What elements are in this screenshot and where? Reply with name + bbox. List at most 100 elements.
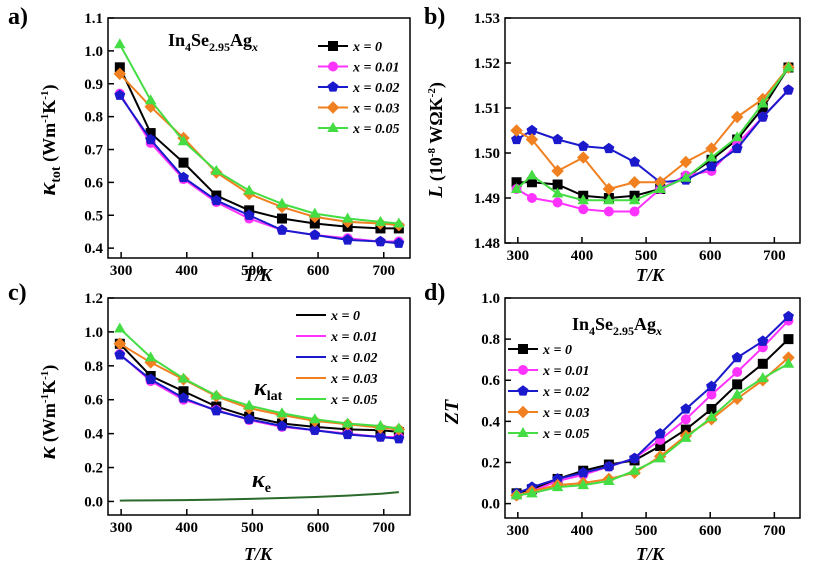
- data-point: [578, 204, 589, 215]
- legend-item: x = 0.03: [508, 405, 589, 421]
- series-line: [516, 362, 789, 497]
- formula-end: Ag: [230, 30, 252, 50]
- data-point: [680, 414, 691, 425]
- series-line: [119, 343, 399, 433]
- data-point: [114, 38, 126, 49]
- data-point: [511, 133, 523, 145]
- data-point: [243, 399, 255, 410]
- data-point: [243, 413, 255, 424]
- kappa-lat-main: κ: [254, 375, 268, 401]
- legend-marker: [516, 405, 530, 419]
- data-point: [705, 151, 718, 162]
- legend-label: x = 0.02: [352, 81, 399, 96]
- data-point: [653, 176, 667, 189]
- y-tick-label: 0.0: [84, 494, 103, 510]
- data-point: [576, 151, 590, 164]
- data-point: [628, 194, 641, 205]
- data-point: [628, 464, 641, 475]
- formula-d-sub3: x: [655, 324, 662, 338]
- y-tick-label: 0.9: [84, 77, 103, 93]
- y-tick-label: 0.8: [84, 359, 103, 375]
- legend-label: x = 0: [352, 40, 382, 55]
- data-point: [782, 310, 794, 322]
- data-point: [145, 373, 157, 385]
- x-tick-label: 700: [372, 263, 395, 279]
- data-point: [374, 215, 387, 226]
- kappa-e-line: [119, 491, 399, 502]
- panel-b-ylabel-close: ): [426, 82, 447, 88]
- formula-sub3: x: [251, 40, 258, 54]
- legend-label: x = 0.01: [330, 330, 377, 345]
- y-tick-label: 0.8: [481, 332, 500, 348]
- panel-c-ylabel-main: κ: [35, 445, 61, 459]
- data-point: [782, 84, 794, 95]
- y-tick-label: 1.0: [84, 325, 103, 341]
- panel-d-formula: In4Se2.95Agx: [572, 314, 662, 338]
- data-point: [210, 404, 222, 416]
- data-point: [654, 427, 666, 439]
- panel-c-ylabel-close: ): [39, 365, 60, 371]
- x-tick-label: 300: [507, 523, 530, 539]
- panel-c-legend: x = 0 x = 0.01 x = 0.02 x = 0.03 x = 0.05: [296, 309, 377, 408]
- x-tick-label: 600: [699, 248, 722, 264]
- data-point: [706, 389, 717, 400]
- panel-c-frame: [107, 297, 411, 516]
- panel-c-ylabel-exp1: -1: [39, 394, 51, 403]
- series-2: [114, 349, 405, 444]
- data-point: [341, 417, 354, 428]
- data-point: [113, 67, 127, 81]
- data-point: [309, 413, 321, 424]
- data-point: [603, 460, 615, 472]
- data-point: [679, 155, 693, 169]
- data-point: [706, 380, 717, 392]
- x-tick-label: 700: [763, 248, 786, 264]
- data-point: [552, 179, 563, 190]
- formula-d-mid: Se: [595, 314, 613, 334]
- panel-a: 300 400 500 600 7000.40.50.60.70.80.91.01.1 …: [8, 4, 411, 285]
- x-tick-label: 400: [176, 520, 199, 536]
- data-point: [603, 194, 615, 205]
- data-point: [577, 140, 589, 151]
- data-point: [783, 334, 794, 345]
- data-point: [342, 234, 354, 245]
- data-point: [757, 335, 769, 346]
- y-tick-label: 1.2: [84, 291, 103, 307]
- y-tick-label: 0.8: [84, 110, 103, 126]
- data-point: [551, 164, 564, 178]
- panel-b-ylabel-main: L: [425, 186, 447, 199]
- legend-item: x = 0.01: [318, 61, 399, 76]
- data-point: [526, 177, 537, 188]
- data-point: [603, 474, 615, 485]
- legend-item: x = 0.03: [318, 101, 399, 117]
- formula-mid: Se: [191, 30, 209, 50]
- kappa-e-main: κ: [252, 467, 266, 493]
- data-point: [732, 367, 743, 378]
- kappa-e-annotation: κe: [252, 467, 271, 496]
- data-point: [511, 177, 522, 188]
- kappa-e-sub: e: [265, 481, 271, 496]
- data-point: [757, 103, 768, 113]
- data-point: [577, 479, 589, 490]
- series-line: [516, 66, 790, 191]
- data-point: [178, 392, 189, 403]
- y-tick-label: 1.49: [474, 191, 500, 207]
- kappa-lat-sub: lat: [267, 389, 283, 404]
- data-point: [577, 467, 589, 478]
- data-point: [276, 213, 287, 224]
- data-point: [393, 237, 405, 248]
- data-point: [730, 110, 744, 124]
- data-point: [114, 62, 125, 73]
- x-tick-label: 500: [241, 520, 264, 536]
- data-point: [603, 206, 614, 217]
- data-point: [757, 372, 769, 383]
- legend-label: x = 0.03: [352, 102, 399, 117]
- legend-label: x = 0.05: [330, 393, 377, 408]
- panel-c-label: c): [8, 280, 27, 306]
- panel-b-xlabel: T/K: [636, 265, 666, 285]
- y-tick-label: 0.2: [481, 455, 500, 471]
- legend-label: x = 0.03: [330, 372, 377, 387]
- legend-label: x = 0.03: [542, 406, 589, 421]
- legend-item: x = 0: [508, 343, 572, 358]
- data-point: [276, 407, 288, 418]
